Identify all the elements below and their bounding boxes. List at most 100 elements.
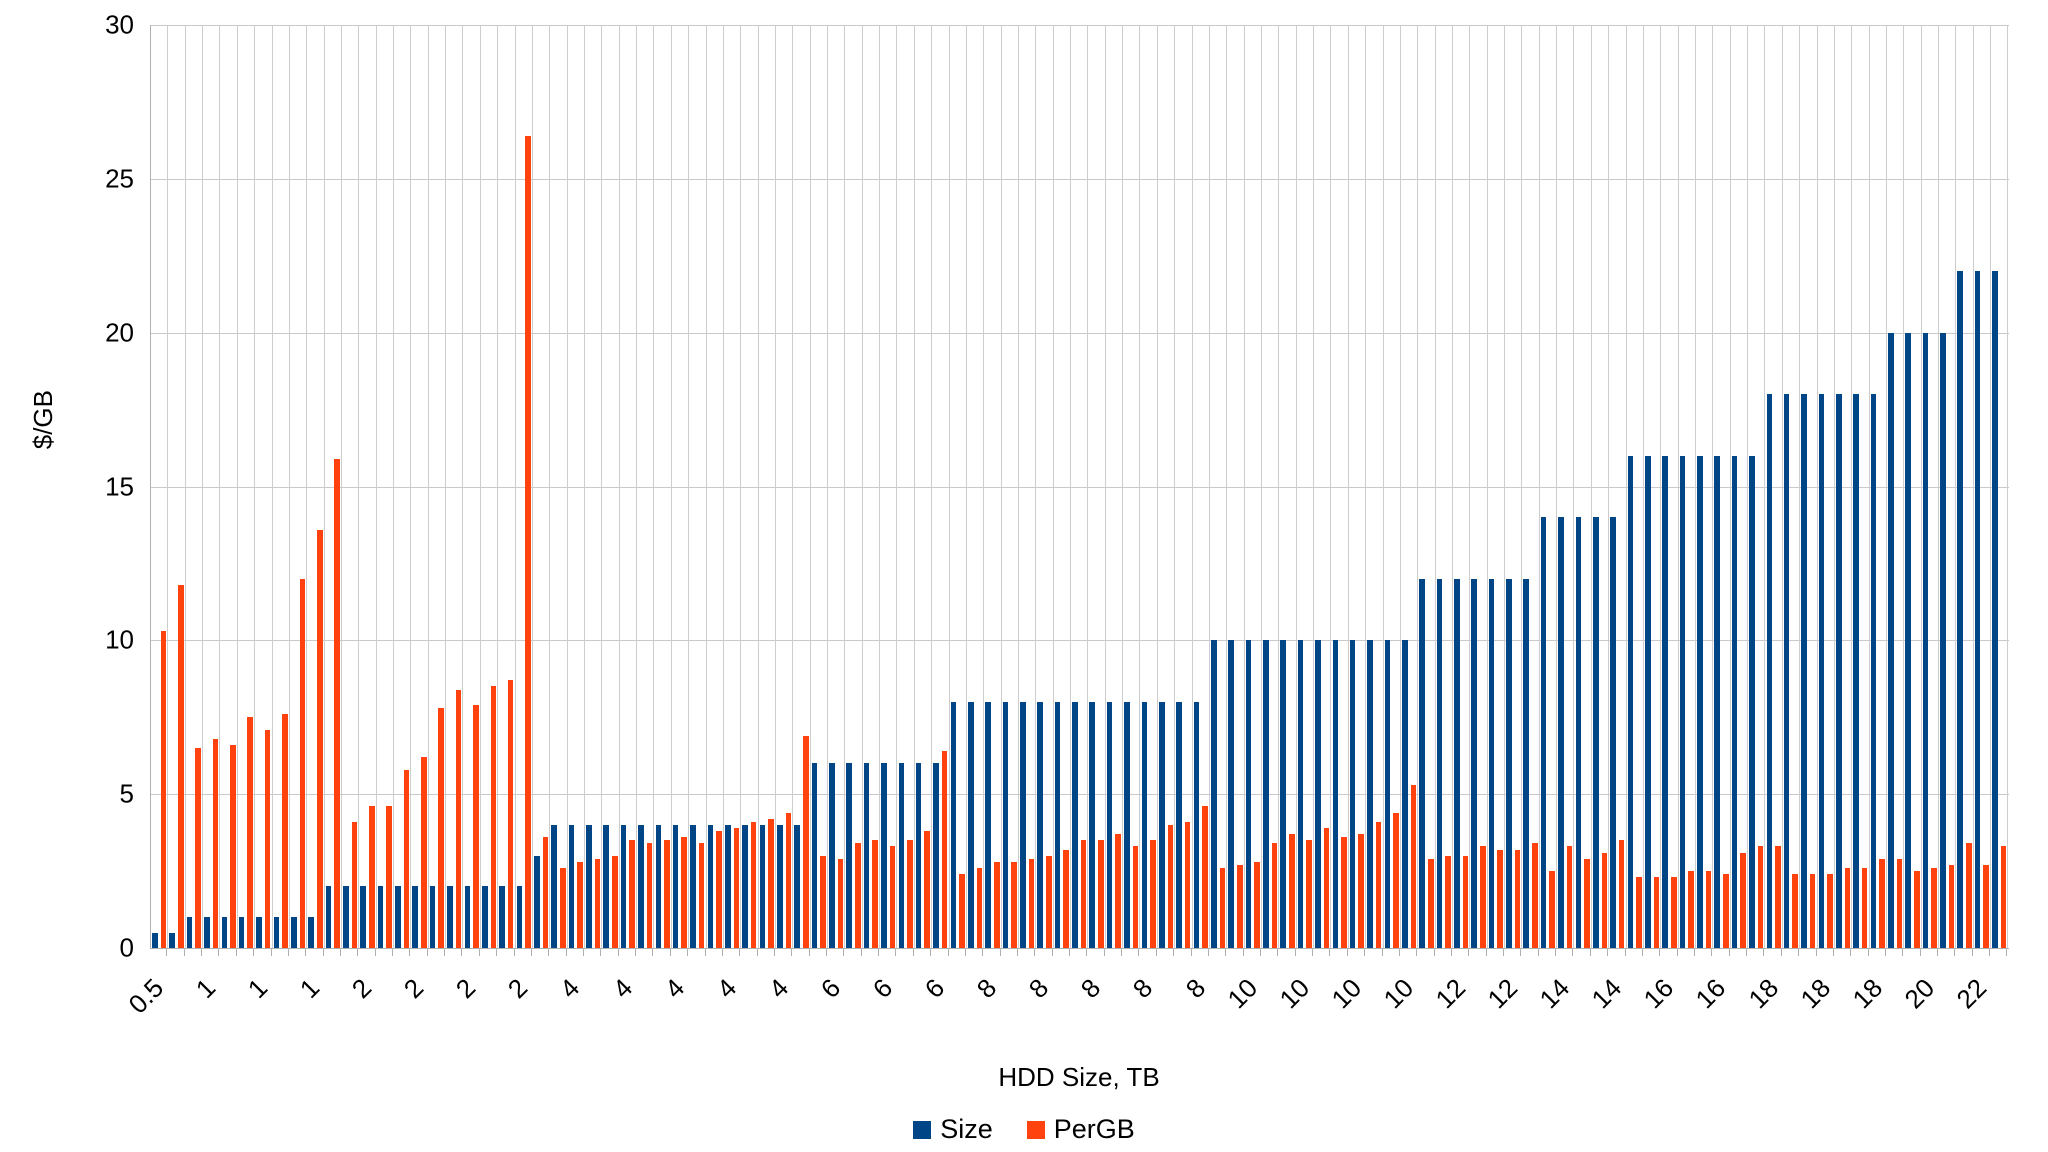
pergb-bar xyxy=(542,837,549,948)
bar-group xyxy=(220,25,238,948)
x-axis-ticks xyxy=(150,949,2008,956)
pergb-bar xyxy=(1098,840,1104,948)
pergb-bar xyxy=(716,831,722,948)
bar-group xyxy=(1818,25,1835,948)
x-tick xyxy=(1244,949,1261,956)
x-tick xyxy=(254,949,272,956)
pergb-bar xyxy=(1341,837,1347,948)
bar-group xyxy=(1262,25,1280,948)
x-tick xyxy=(653,949,671,956)
pergb-bar xyxy=(1479,846,1486,948)
x-tick xyxy=(219,949,237,956)
size-bar xyxy=(533,855,540,948)
bar-group xyxy=(1974,25,1992,948)
x-axis-tick-labels: 0.5 1 1 1 2 2 2 2 4 4 4 4 4 6 6 6 8 8 8 8 8 10 10 10 10 12 12 14 14 1… xyxy=(122,962,2008,1032)
size-bar xyxy=(1558,517,1564,948)
bar-group xyxy=(1505,25,1523,948)
size-bar xyxy=(1610,517,1616,948)
size-bar xyxy=(881,763,887,948)
pergb-bar xyxy=(1966,843,1972,948)
size-bar xyxy=(690,824,696,948)
size-bar xyxy=(1922,332,1929,948)
pergb-bar xyxy=(907,840,913,948)
pergb-bar xyxy=(1375,821,1382,948)
bar-group xyxy=(568,25,585,948)
pergb-bar xyxy=(559,868,566,948)
x-tick xyxy=(1174,949,1192,956)
bar-group xyxy=(1783,25,1801,948)
bar-group xyxy=(1227,25,1245,948)
pergb-bar xyxy=(1861,868,1868,948)
pergb-bar xyxy=(1636,877,1642,948)
pergb-legend-swatch xyxy=(1026,1120,1045,1139)
gridline xyxy=(151,178,2009,180)
x-tick-label: 6 xyxy=(814,972,847,1004)
bar-group xyxy=(1384,25,1401,948)
x-tick xyxy=(966,949,984,956)
pergb-legend-label: PerGB xyxy=(1053,1114,1135,1144)
size-bar xyxy=(238,917,245,948)
bar-group xyxy=(1991,25,2009,948)
bar-group xyxy=(429,25,447,948)
size-legend-label: Size xyxy=(940,1114,993,1144)
size-bar xyxy=(395,886,401,948)
x-tick xyxy=(393,949,411,956)
bar-group xyxy=(1331,25,1349,948)
x-tick xyxy=(1712,949,1730,956)
x-tick-label: 8 xyxy=(1023,972,1055,1004)
x-tick xyxy=(1278,949,1296,956)
bar-group xyxy=(168,25,186,948)
pergb-bar xyxy=(646,843,653,948)
size-bar xyxy=(1679,455,1686,948)
bar-group xyxy=(325,25,342,948)
x-tick xyxy=(1539,949,1557,956)
bar-group xyxy=(1470,25,1488,948)
y-tick-label: 15 xyxy=(105,471,134,501)
y-tick-label: 20 xyxy=(105,317,134,348)
pergb-bar xyxy=(594,858,601,948)
pergb-bar xyxy=(368,806,375,948)
size-bar xyxy=(1957,271,1964,948)
x-tick-label: 14 xyxy=(1585,972,1628,1015)
bar-group xyxy=(724,25,742,948)
size-bar xyxy=(1436,578,1443,948)
pergb-bar xyxy=(681,837,688,948)
x-tick xyxy=(1521,949,1539,956)
bar-group xyxy=(1922,25,1940,948)
size-bar xyxy=(1419,578,1425,948)
size-bar xyxy=(1228,640,1234,948)
bar-group xyxy=(1279,25,1297,948)
x-tick xyxy=(567,949,584,956)
size-bar xyxy=(290,917,297,948)
size-bar xyxy=(1176,701,1182,948)
legend-item-pergb: PerGB xyxy=(1026,1114,1135,1145)
size-bar xyxy=(273,917,280,948)
pergb-bar xyxy=(1323,828,1330,948)
x-tick xyxy=(1122,949,1140,956)
x-tick xyxy=(306,949,324,956)
x-tick-label: 16 xyxy=(1637,972,1680,1015)
size-bar xyxy=(1835,394,1842,948)
pergb-bar xyxy=(212,738,219,948)
x-tick xyxy=(532,949,550,956)
bar-group xyxy=(1088,25,1106,948)
size-bar xyxy=(516,886,523,948)
y-tick-label: 0 xyxy=(119,932,134,963)
x-tick xyxy=(983,949,1001,956)
bar-group xyxy=(1644,25,1662,948)
x-tick xyxy=(1105,949,1123,956)
gridline xyxy=(151,640,2009,642)
bar-group xyxy=(1609,25,1627,948)
x-tick xyxy=(1678,949,1695,956)
size-bar xyxy=(1072,701,1078,948)
x-tick xyxy=(601,949,619,956)
bar-group xyxy=(342,25,360,948)
pergb-bar xyxy=(1115,834,1122,948)
pergb-bar xyxy=(889,846,896,948)
pergb-bar xyxy=(1584,858,1590,948)
size-bar xyxy=(464,886,471,948)
size-bar xyxy=(1106,701,1113,948)
x-tick xyxy=(376,949,394,956)
x-tick xyxy=(636,949,654,956)
pergb-bar xyxy=(282,714,288,948)
